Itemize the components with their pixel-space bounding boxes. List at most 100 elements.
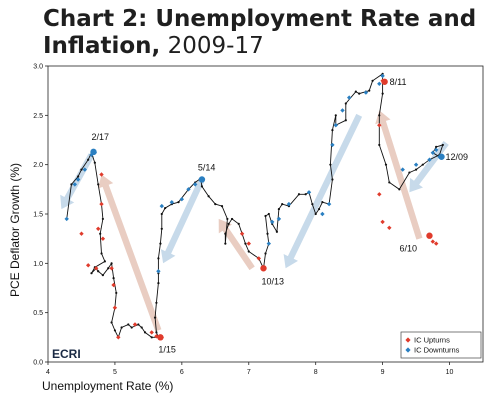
- series-point: [421, 163, 424, 166]
- series-point: [311, 203, 314, 206]
- annotation-marker: [438, 153, 445, 160]
- series-point: [150, 336, 153, 339]
- date-annotations: 2/17 5/14 8/11 12/09 6/10 10/13 1/15: [90, 77, 468, 354]
- series-point: [381, 92, 384, 95]
- series-point: [331, 129, 334, 132]
- series-point: [344, 119, 347, 122]
- series-point: [314, 212, 317, 216]
- upturn-point: [99, 172, 104, 177]
- trend-arrow-up-3: [218, 218, 255, 271]
- series-point: [329, 163, 332, 166]
- series-point: [378, 143, 381, 147]
- series-point: [297, 193, 301, 196]
- upturn-point: [100, 236, 106, 241]
- downturn-point: [64, 216, 69, 222]
- downturn-point: [400, 167, 405, 172]
- series-point: [207, 195, 210, 198]
- downturn-point: [413, 162, 419, 167]
- trend-arrow-down-1: [60, 153, 95, 210]
- upturn-point: [380, 219, 385, 225]
- series-point: [317, 207, 321, 211]
- series-point: [224, 232, 227, 235]
- upturn-point: [149, 330, 154, 335]
- downturn-point: [363, 90, 369, 95]
- turning-points: [64, 72, 444, 340]
- upturn-point: [96, 226, 101, 231]
- downturn-point: [340, 108, 345, 113]
- upturn-point: [116, 335, 121, 340]
- downturn-point: [72, 182, 77, 187]
- downturn-point: [333, 123, 338, 128]
- x-tick-label: 10: [446, 369, 454, 376]
- upturn-point: [132, 322, 138, 327]
- series-point: [247, 250, 250, 253]
- annotation-label: 1/15: [158, 344, 176, 354]
- series-point: [227, 222, 230, 225]
- upturn-point: [434, 241, 439, 246]
- series-point: [414, 168, 418, 171]
- y-tick-label: 1.5: [33, 212, 43, 219]
- annotation-label: 5/14: [198, 162, 216, 172]
- annotation-marker: [381, 78, 388, 85]
- downturn-point: [434, 147, 439, 153]
- trend-arrows: [60, 110, 449, 332]
- downturn-point: [75, 177, 81, 182]
- downturn-point: [169, 200, 174, 205]
- series-point: [137, 323, 140, 326]
- trend-arrow-up-0: [98, 174, 162, 332]
- series-point: [226, 217, 229, 221]
- y-tick-label: 0.0: [33, 360, 43, 367]
- series-point: [77, 175, 80, 178]
- series-point: [398, 188, 401, 191]
- downturn-point: [159, 203, 164, 209]
- series-point: [371, 79, 374, 82]
- series-point: [127, 323, 130, 326]
- series-point: [304, 193, 307, 196]
- series-point: [237, 222, 240, 225]
- series-point: [388, 181, 391, 184]
- series-point: [130, 326, 133, 329]
- downturn-point: [330, 142, 335, 148]
- series-point: [358, 92, 361, 95]
- series-point: [160, 212, 163, 216]
- downturn-point: [270, 219, 275, 225]
- ecri-logo-text: ECRI: [52, 347, 81, 361]
- series-point: [331, 178, 334, 181]
- upturn-point: [387, 225, 392, 230]
- downturn-point: [347, 95, 352, 100]
- x-tick-label: 9: [381, 369, 385, 376]
- series-point: [220, 205, 224, 208]
- series-point: [384, 163, 388, 166]
- series-point: [264, 214, 267, 218]
- series-point: [368, 89, 371, 92]
- downturn-point: [430, 150, 435, 155]
- downturn-point: [320, 211, 325, 217]
- chart-title-main: Chart 2: Unemployment Rate and Inflation…: [43, 6, 477, 59]
- series-point: [230, 217, 234, 221]
- upturn-point: [94, 266, 99, 271]
- y-axis-title: PCE Deflator Growth (%): [8, 163, 22, 297]
- series-point: [275, 230, 278, 233]
- series-point: [321, 201, 324, 204]
- chart-title: Chart 2: Unemployment Rate and Inflation…: [43, 6, 483, 60]
- series-point: [107, 267, 110, 270]
- series-point: [344, 102, 347, 105]
- downturn-point: [276, 216, 282, 222]
- series-point: [101, 274, 104, 277]
- legend-box: [400, 331, 482, 359]
- series-point: [153, 316, 157, 319]
- series-point: [266, 232, 269, 235]
- series-point: [157, 281, 160, 285]
- series-point: [214, 203, 217, 206]
- annotation-label: 8/11: [390, 77, 407, 87]
- trend-arrow-up-5: [375, 110, 423, 240]
- y-tick-label: 1.0: [33, 261, 43, 268]
- y-tick-label: 0.5: [33, 310, 43, 317]
- series-point: [87, 158, 90, 161]
- series-point: [90, 272, 93, 275]
- upturn-point: [112, 305, 118, 310]
- downturn-point: [179, 197, 184, 202]
- series-point: [264, 252, 267, 255]
- upturn-point: [109, 266, 114, 271]
